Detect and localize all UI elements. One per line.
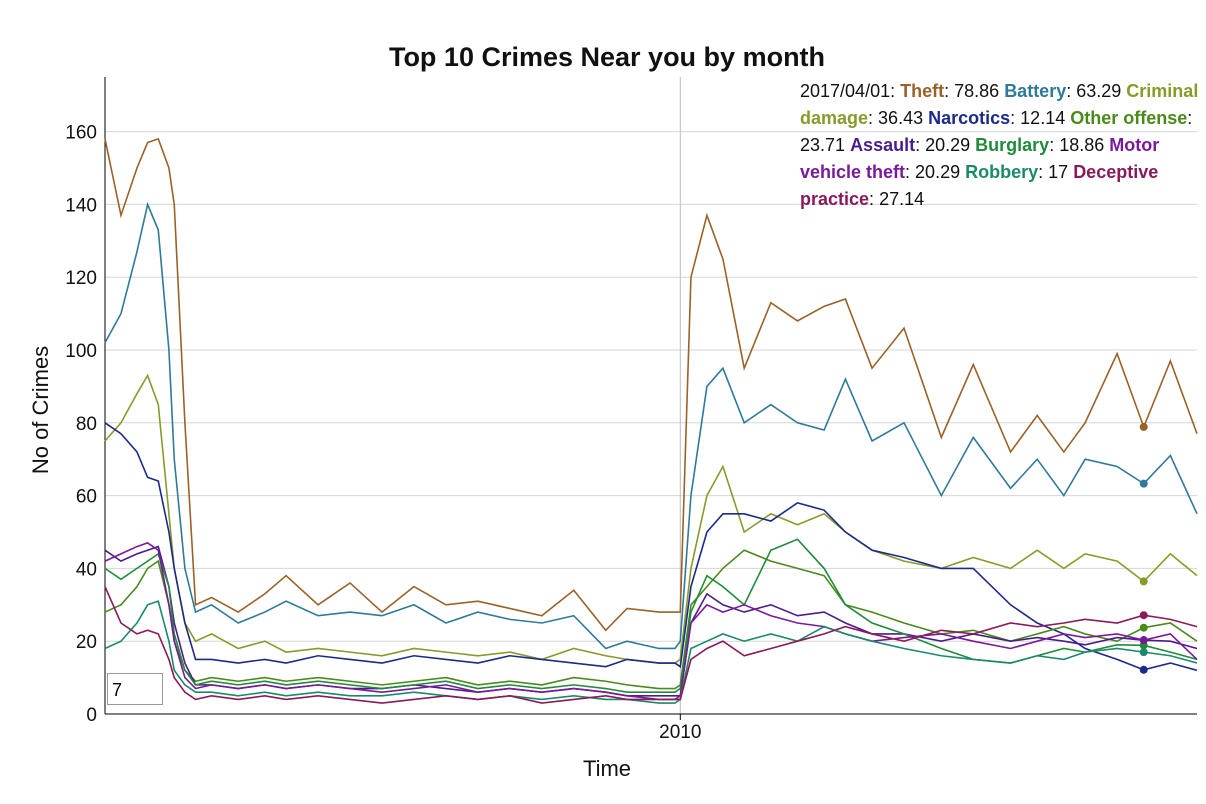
y-tick-label: 160 xyxy=(65,123,97,144)
legend-value: 63.29 xyxy=(1076,81,1122,101)
legend-value: 23.71 xyxy=(800,135,846,155)
legend-name: Theft xyxy=(900,81,945,101)
chart-title: Top 10 Crimes Near you by month xyxy=(389,42,825,72)
legend-name: Narcotics xyxy=(928,108,1011,128)
legend-value: 27.14 xyxy=(879,189,925,209)
y-axis-label: No of Crimes xyxy=(28,346,53,474)
y-tick-label: 20 xyxy=(76,632,97,653)
legend-value: 17 xyxy=(1048,162,1069,182)
y-tick-label: 0 xyxy=(86,705,97,726)
highlight-point xyxy=(1139,611,1148,620)
highlight-point xyxy=(1139,577,1148,586)
legend-value: 12.14 xyxy=(1020,108,1066,128)
series-line xyxy=(104,538,1198,693)
x-tick-label: 2010 xyxy=(659,722,701,743)
legend-value: 18.86 xyxy=(1059,135,1105,155)
legend-name: Robbery xyxy=(965,162,1039,182)
hover-legend: 2017/04/01: Theft: 78.86 Battery: 63.29 … xyxy=(800,81,1199,209)
legend-name: Battery xyxy=(1004,81,1067,101)
y-tick-label: 140 xyxy=(65,195,97,216)
x-axis-label: Time xyxy=(583,756,631,781)
legend-value: 36.43 xyxy=(878,108,924,128)
highlight-point xyxy=(1139,648,1148,657)
series-line xyxy=(104,586,1198,704)
legend-date: 2017/04/01 xyxy=(800,81,891,101)
y-tick-label: 120 xyxy=(65,268,97,289)
y-tick-label: 60 xyxy=(76,487,97,508)
legend-value: 20.29 xyxy=(915,162,961,182)
y-tick-label: 80 xyxy=(76,414,97,435)
series-line xyxy=(104,542,1198,701)
legend-name: Other offense xyxy=(1070,108,1188,128)
highlight-point xyxy=(1139,623,1148,632)
legend-value: 78.86 xyxy=(954,81,1000,101)
y-tick-label: 100 xyxy=(65,341,97,362)
roll-period-input[interactable]: 7 xyxy=(107,673,163,705)
legend-name: Motor vehicle theft xyxy=(800,135,1160,182)
legend-name: Criminal damage xyxy=(800,81,1199,128)
legend-name: Assault xyxy=(850,135,916,155)
series-line xyxy=(104,137,1198,632)
legend-name: Deceptive practice xyxy=(800,162,1159,209)
series-line xyxy=(104,422,1198,672)
series-line xyxy=(104,201,1198,650)
highlight-point xyxy=(1139,479,1148,488)
legend-name: Burglary xyxy=(975,135,1050,155)
highlight-point xyxy=(1139,665,1148,674)
highlight-point xyxy=(1139,636,1148,645)
highlight-point xyxy=(1139,422,1148,431)
legend-value: 20.29 xyxy=(925,135,971,155)
y-tick-label: 40 xyxy=(76,559,97,580)
